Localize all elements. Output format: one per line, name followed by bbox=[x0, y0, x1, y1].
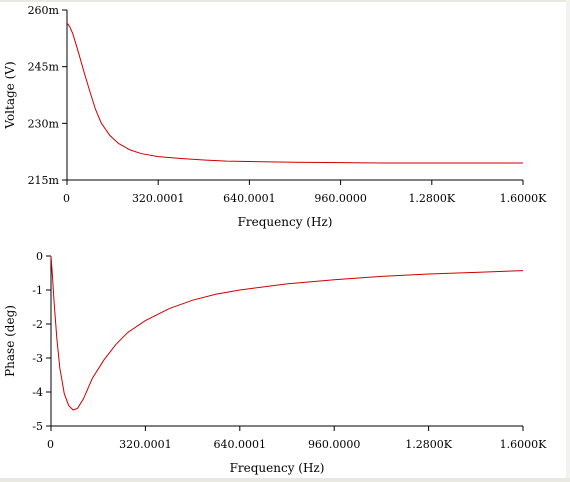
window-bottom-border bbox=[0, 478, 570, 482]
phase-x-tick-label: 1.2800K bbox=[405, 438, 452, 451]
voltage-y-axis-title: Voltage (V) bbox=[3, 61, 17, 129]
voltage-y-tick-label: 260m bbox=[28, 4, 60, 17]
voltage-y-tick-label: 245m bbox=[28, 61, 60, 74]
phase-y-tick-label: -5 bbox=[32, 420, 43, 433]
phase-y-tick-label: -4 bbox=[32, 386, 43, 399]
phase-x-axis-title: Frequency (Hz) bbox=[230, 461, 325, 475]
voltage-y-tick-label: 215m bbox=[28, 174, 60, 187]
voltage-x-tick-label: 640.0001 bbox=[223, 192, 276, 205]
phase-y-axis-title: Phase (deg) bbox=[3, 305, 17, 377]
phase-x-tick-label: 1.6000K bbox=[500, 438, 547, 451]
phase-y-tick-label: 0 bbox=[36, 250, 43, 263]
phase-chart: 0 320.0001 640.0001 960.0000 1.2800K 1.6000K -… bbox=[3, 250, 547, 475]
phase-y-tick-label: -1 bbox=[32, 284, 43, 297]
voltage-x-tick-label: 0 bbox=[63, 192, 70, 205]
window-right-border bbox=[566, 0, 570, 482]
voltage-x-tick-label: 1.2800K bbox=[408, 192, 455, 205]
voltage-y-tick-label: 230m bbox=[28, 117, 60, 130]
voltage-chart: 0 320.0001 640.0001 960.0000 1.2800K 1.6000K 2… bbox=[3, 4, 547, 229]
voltage-x-tick-label: 320.0001 bbox=[132, 192, 185, 205]
voltage-x-tick-label: 1.6000K bbox=[500, 192, 547, 205]
phase-x-tick-label: 960.0000 bbox=[308, 438, 361, 451]
voltage-x-axis-title: Frequency (Hz) bbox=[238, 215, 333, 229]
voltage-series-line bbox=[66, 22, 523, 164]
phase-y-tick-label: -3 bbox=[32, 352, 43, 365]
phase-y-tick-label: -2 bbox=[32, 318, 43, 331]
phase-x-tick-label: 0 bbox=[47, 438, 54, 451]
window-top-border bbox=[0, 0, 570, 2]
phase-x-tick-label: 640.0001 bbox=[214, 438, 267, 451]
phase-x-tick-label: 320.0001 bbox=[119, 438, 172, 451]
phase-series-line bbox=[50, 255, 524, 411]
voltage-x-tick-label: 960.0000 bbox=[314, 192, 367, 205]
